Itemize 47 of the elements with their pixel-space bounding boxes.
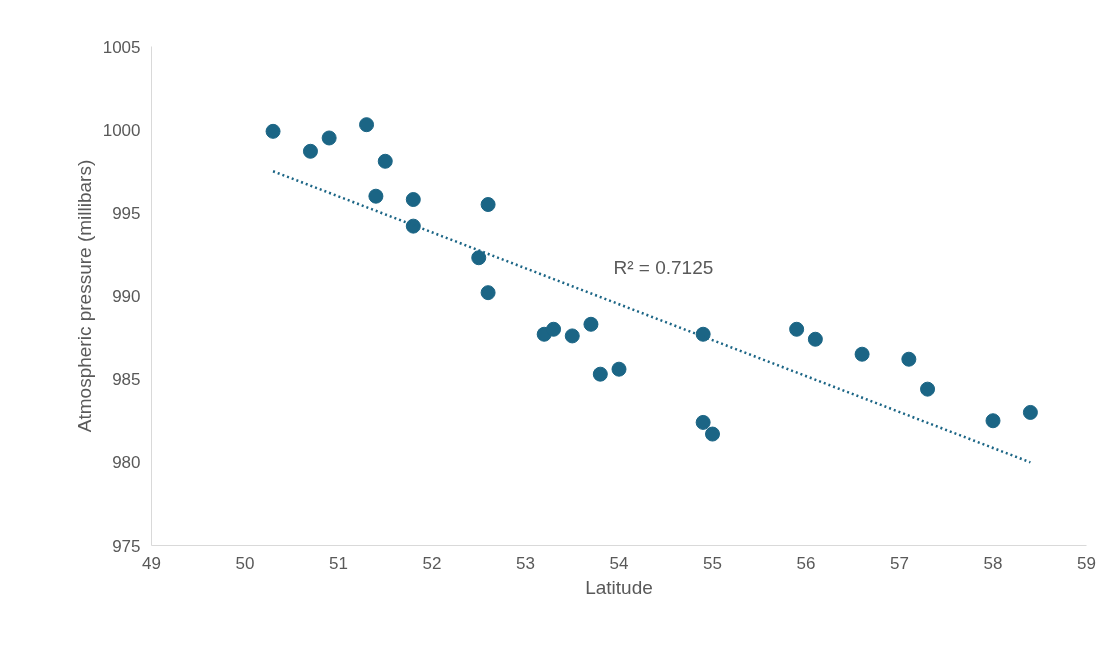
point (807, 331, 823, 347)
point (854, 346, 870, 362)
point (377, 153, 393, 169)
y-axis-title: Atmospheric pressure (millibars) (73, 159, 95, 433)
point (901, 351, 917, 367)
x-tick-label: 50 (235, 553, 255, 573)
x-tick-label: 57 (890, 553, 909, 573)
point (564, 328, 580, 344)
point (480, 285, 496, 301)
point (592, 366, 608, 382)
x-tick-label: 52 (422, 553, 442, 573)
point (695, 414, 711, 430)
point (321, 130, 337, 146)
x-axis-title: Latitude (585, 576, 653, 598)
point (583, 316, 599, 332)
x-tick-label: 54 (609, 553, 629, 573)
y-tick-label: 1000 (102, 120, 141, 140)
x-tick-label: 59 (1077, 553, 1096, 573)
point (471, 250, 487, 266)
point (985, 413, 1001, 429)
y-tick-label: 985 (112, 370, 141, 390)
point (302, 143, 318, 159)
point (705, 426, 720, 442)
point (480, 197, 496, 212)
point (405, 192, 421, 208)
x-tick-label: 51 (329, 553, 348, 573)
y-tick-label: 1005 (102, 37, 141, 57)
point (359, 117, 375, 133)
x-tick-label: 49 (142, 553, 161, 573)
point (546, 321, 562, 337)
x-tick-label: 56 (796, 553, 816, 573)
point (789, 321, 805, 337)
point (695, 326, 711, 342)
y-tick-label: 990 (112, 287, 141, 306)
x-tick-label: 53 (516, 553, 535, 573)
x-tick-label: 55 (703, 553, 722, 573)
y-tick-label: 975 (112, 536, 141, 556)
point (368, 188, 384, 204)
annotation: R² = 0.7125 (613, 257, 714, 278)
point (1022, 404, 1038, 420)
point (265, 123, 281, 139)
x-tick-label: 58 (983, 553, 1003, 573)
y-tick-label: 980 (112, 453, 141, 473)
point (920, 381, 936, 397)
point (405, 218, 421, 234)
point (611, 361, 627, 377)
y-tick-label: 995 (112, 203, 141, 223)
